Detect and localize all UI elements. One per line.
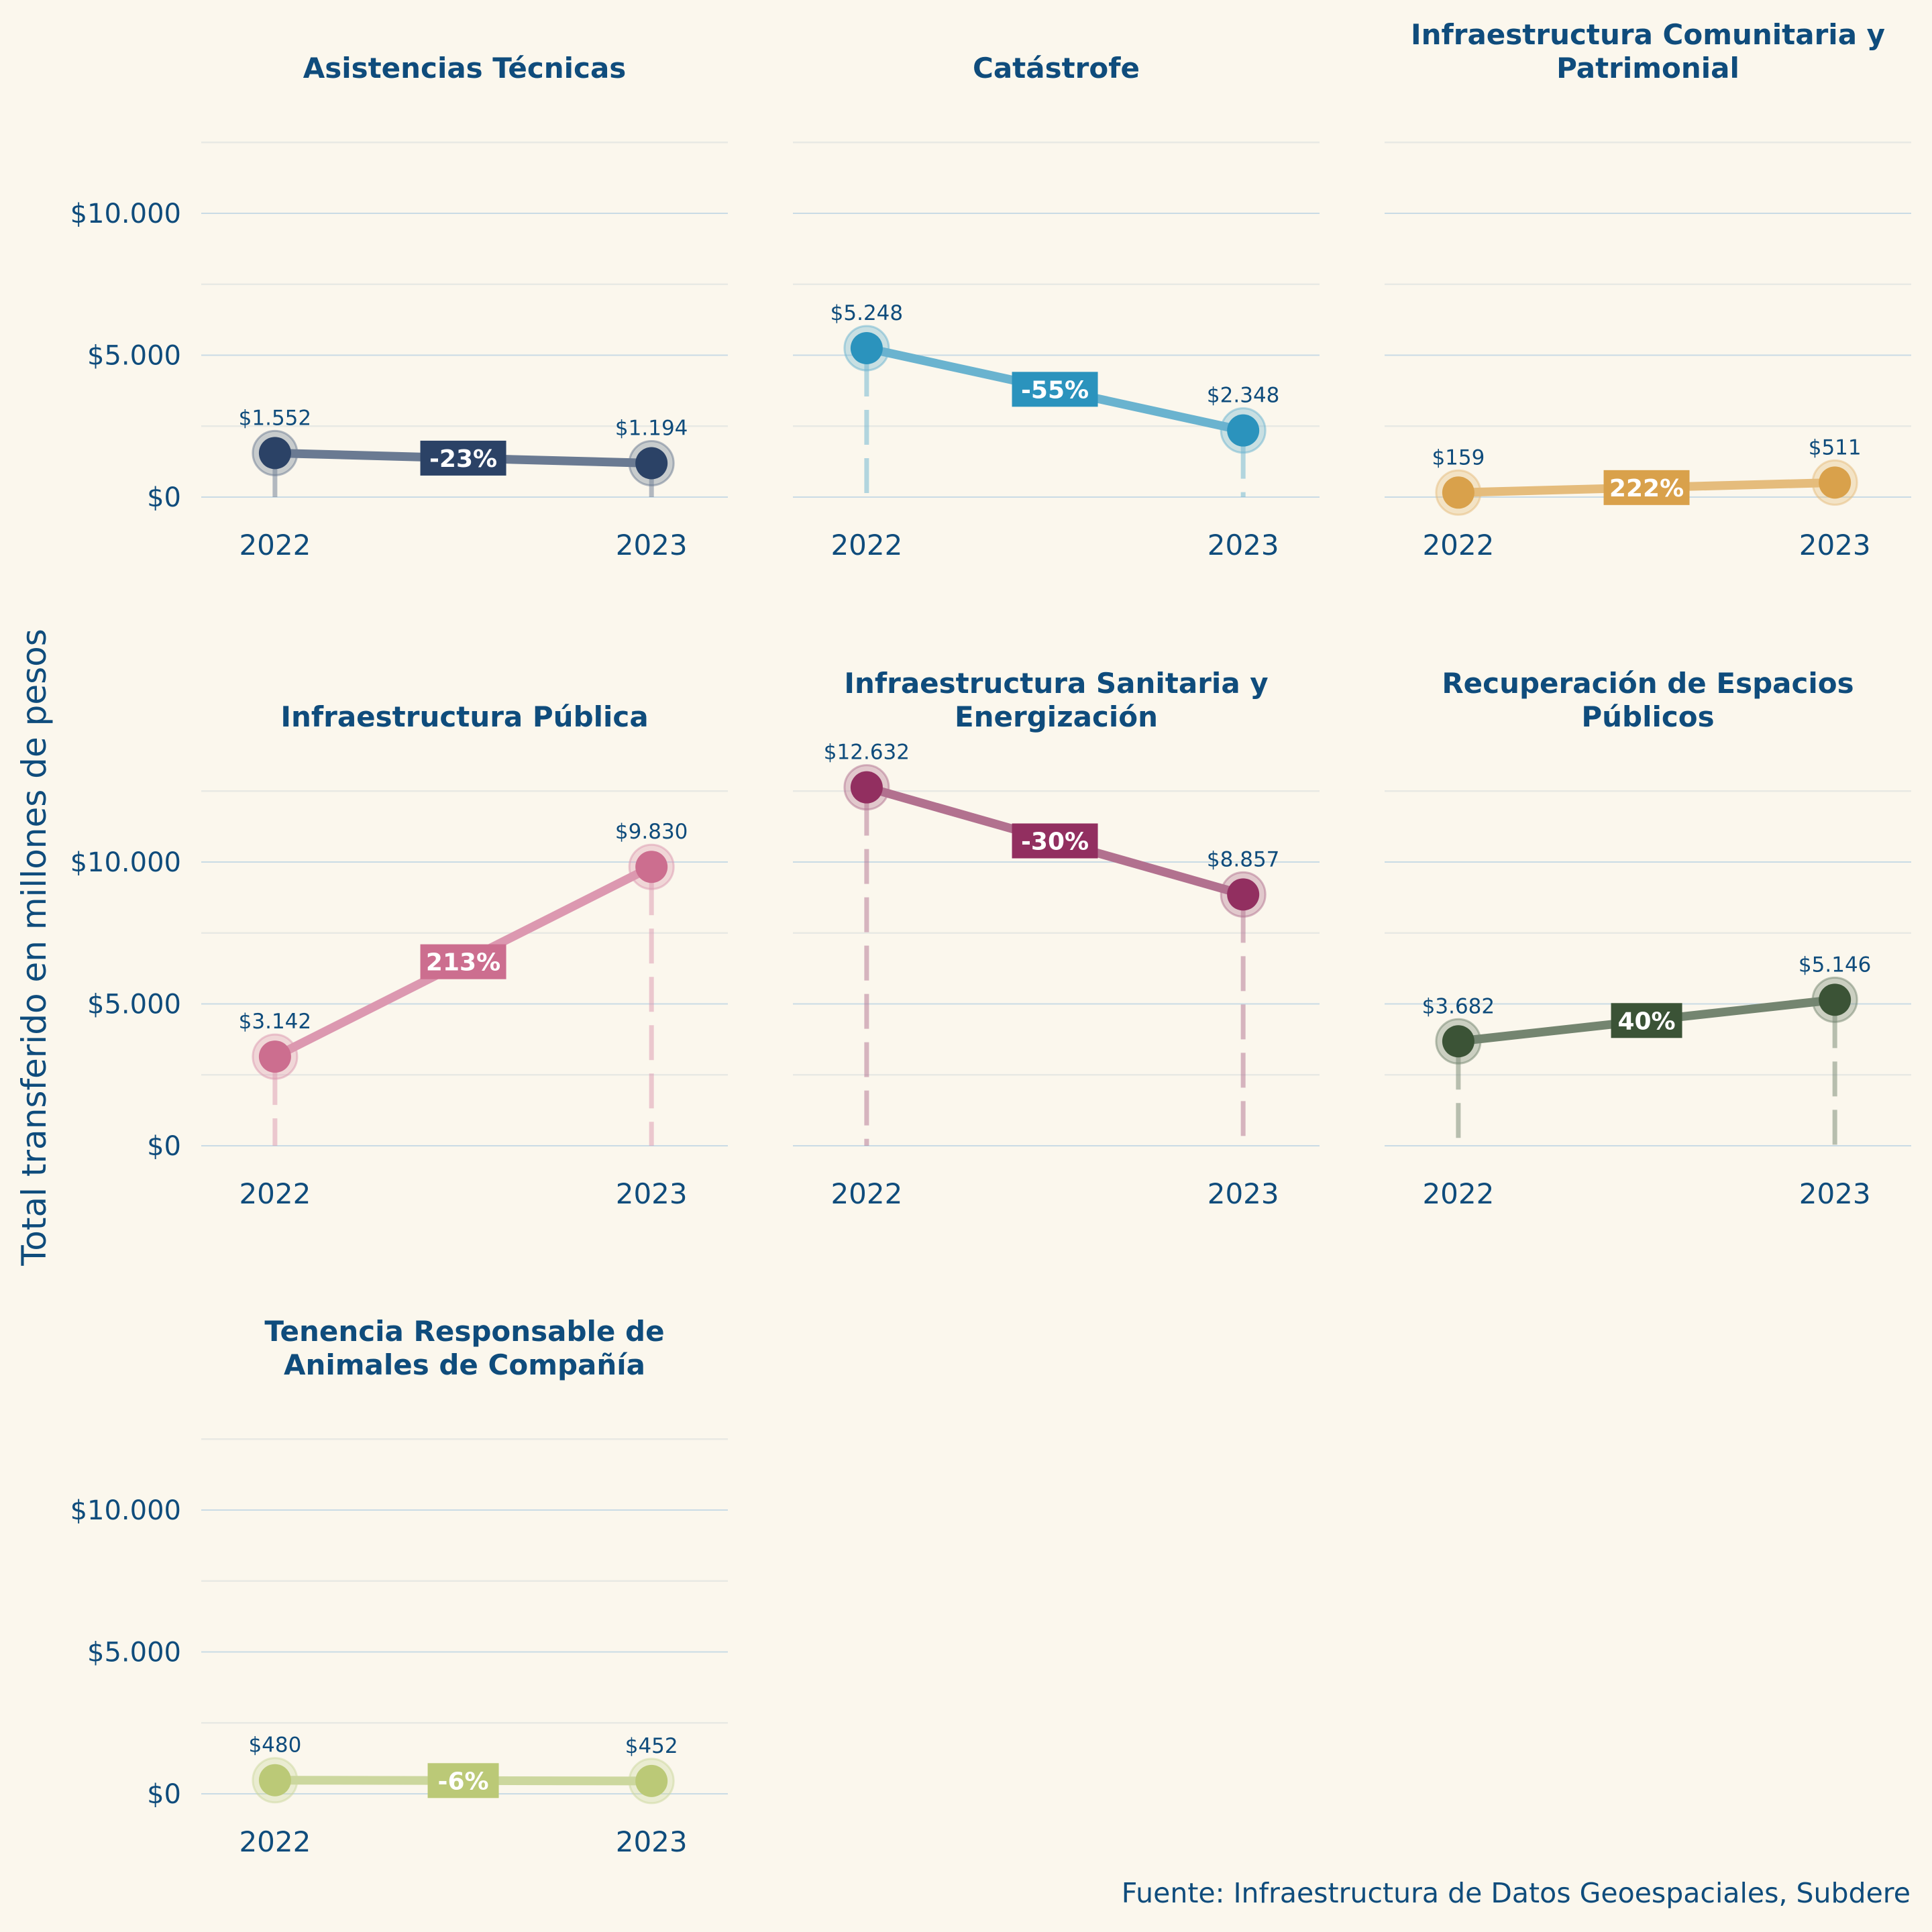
- x-tick-label: 2023: [616, 1825, 688, 1858]
- panel-title: Públicos: [1581, 700, 1714, 733]
- data-point: [1227, 414, 1260, 447]
- x-tick-label: 2023: [1799, 1177, 1871, 1210]
- x-tick-label: 2022: [1422, 1177, 1494, 1210]
- panel-1: Asistencias Técnicas $0 $5.000 $10.000 2022 2…: [70, 52, 728, 561]
- panel-title: Patrimonial: [1556, 52, 1739, 85]
- x-tick-label: 2022: [830, 529, 902, 561]
- data-point: [1819, 983, 1851, 1016]
- value-label: $9.830: [615, 820, 688, 844]
- x-tick-label: 2022: [239, 1177, 311, 1210]
- data-point: [1442, 1025, 1474, 1058]
- value-label: $3.682: [1422, 994, 1495, 1018]
- panel-title: Infraestructura Sanitaria y: [844, 667, 1268, 700]
- value-label: $1.552: [239, 406, 311, 430]
- panel-title: Infraestructura Pública: [280, 700, 648, 733]
- y-tick-label: $5.000: [87, 341, 181, 372]
- change-label: -55%: [1021, 376, 1089, 404]
- data-point: [850, 771, 883, 804]
- change-badge: [1611, 1003, 1682, 1038]
- panel-3: Infraestructura Comunitaria yPatrimonial…: [1385, 18, 1911, 561]
- value-label: $5.146: [1799, 953, 1871, 977]
- x-tick-label: 2023: [1208, 529, 1279, 561]
- panels: Asistencias Técnicas $0 $5.000 $10.000 2022 2…: [70, 18, 1911, 1858]
- value-label: $1.194: [615, 416, 688, 440]
- value-label: $2.348: [1207, 384, 1279, 408]
- source-caption: Fuente: Infraestructura de Datos Geoespa…: [1122, 1877, 1911, 1909]
- panel-title: Infraestructura Comunitaria y: [1411, 18, 1885, 51]
- y-tick-label: $10.000: [70, 847, 181, 878]
- panel-title: Asistencias Técnicas: [303, 52, 627, 85]
- data-point: [1227, 878, 1260, 911]
- change-badge: [420, 944, 506, 979]
- x-tick-label: 2022: [239, 529, 311, 561]
- panel-4: Infraestructura Pública $0 $5.000 $10.000 20…: [70, 700, 728, 1210]
- change-label: 222%: [1609, 475, 1684, 502]
- data-point: [850, 332, 883, 365]
- change-badge: [420, 440, 506, 476]
- x-tick-label: 2023: [1208, 1177, 1279, 1210]
- value-label: $8.857: [1207, 847, 1279, 871]
- value-label: $452: [625, 1734, 678, 1758]
- x-tick-label: 2023: [616, 1177, 688, 1210]
- data-point: [635, 1764, 668, 1797]
- panel-title: Recuperación de Espacios: [1442, 667, 1854, 700]
- data-point: [635, 851, 668, 883]
- value-label: $511: [1809, 435, 1862, 460]
- data-point: [258, 1040, 291, 1073]
- y-tick-label: $0: [147, 1779, 181, 1810]
- change-badge: [427, 1763, 499, 1799]
- change-badge: [1603, 470, 1690, 505]
- y-tick-label: $10.000: [70, 199, 181, 229]
- panel-title: Tenencia Responsable de: [264, 1315, 664, 1348]
- value-label: $5.248: [830, 301, 903, 325]
- panel-title: Energización: [955, 700, 1158, 733]
- value-label: $480: [248, 1733, 301, 1758]
- data-point: [635, 447, 668, 480]
- panel-2: Catástrofe 2022 2023 $5.248 $2.348 -55%: [793, 52, 1320, 561]
- change-label: -23%: [429, 445, 497, 473]
- change-badge: [1012, 372, 1098, 407]
- y-tick-label: $5.000: [87, 989, 181, 1020]
- change-label: 40%: [1617, 1008, 1675, 1035]
- value-label: $159: [1432, 445, 1485, 470]
- value-label: $3.142: [239, 1010, 311, 1034]
- data-point: [1442, 476, 1474, 509]
- change-label: 213%: [426, 949, 500, 977]
- change-label: -30%: [1021, 828, 1089, 856]
- change-badge: [1012, 823, 1098, 859]
- x-tick-label: 2023: [616, 529, 688, 561]
- y-tick-label: $10.000: [70, 1495, 181, 1526]
- data-point: [258, 1764, 291, 1796]
- y-axis-title: Total transferido en millones de pesos: [15, 629, 54, 1267]
- x-tick-label: 2022: [1422, 529, 1494, 561]
- x-tick-label: 2022: [239, 1825, 311, 1858]
- y-tick-label: $0: [147, 482, 181, 513]
- data-point: [1819, 466, 1851, 499]
- x-tick-label: 2023: [1799, 529, 1871, 561]
- y-tick-label: $0: [147, 1131, 181, 1162]
- x-tick-label: 2022: [830, 1177, 902, 1210]
- panel-title: Catástrofe: [973, 52, 1140, 85]
- data-point: [258, 437, 291, 470]
- change-label: -6%: [438, 1768, 489, 1795]
- panel-title: Animales de Compañía: [284, 1348, 645, 1381]
- value-label: $12.632: [824, 741, 910, 765]
- y-tick-label: $5.000: [87, 1638, 181, 1668]
